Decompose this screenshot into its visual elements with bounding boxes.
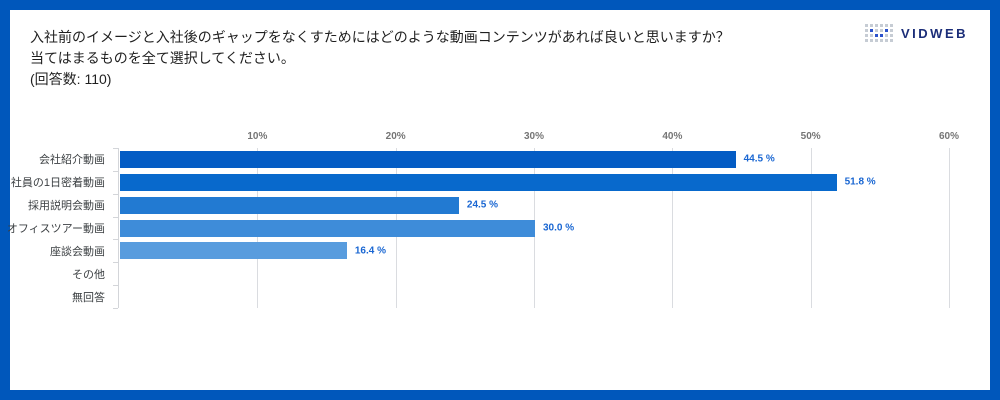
chart-row: 採用説明会動画 24.5 % — [28, 194, 949, 217]
x-tick-label: 40% — [662, 131, 683, 142]
response-count: (回答数: 110) — [30, 71, 112, 87]
category-label: 座談会動画 — [50, 245, 105, 258]
axis-tick — [113, 308, 118, 309]
gridline — [949, 148, 950, 308]
logo-dot-accent — [880, 34, 883, 37]
axis-tick — [113, 170, 118, 172]
axis-tick — [113, 239, 118, 241]
logo-dot — [890, 39, 893, 42]
x-tick-label: 50% — [800, 131, 821, 142]
logo-dot-accent — [875, 34, 878, 37]
x-tick-label: 20% — [385, 131, 406, 142]
logo-dot — [880, 39, 883, 42]
vidweb-logo: VIDWEB — [865, 24, 968, 42]
axis-tick — [113, 193, 118, 195]
chart-row: 座談会動画 16.4 % — [50, 239, 949, 262]
chart-row: 会社紹介動画 44.5 % — [39, 148, 949, 171]
logo-dot — [880, 24, 883, 27]
value-label: 44.5 % — [743, 153, 775, 165]
x-tick-label: 60% — [938, 131, 960, 142]
logo-dot — [870, 39, 873, 42]
chart-row: 社員の1日密着動画 51.8 % — [11, 171, 949, 194]
dot-matrix-v-icon — [865, 24, 893, 42]
logo-dot — [885, 34, 888, 37]
bar — [120, 196, 459, 214]
x-tick-label: 10% — [247, 131, 268, 142]
logo-dot — [865, 29, 868, 32]
x-tick-label: 30% — [523, 131, 545, 142]
value-label: 24.5 % — [466, 199, 499, 211]
category-label: 社員の1日密着動画 — [10, 177, 105, 190]
logo-dot — [870, 24, 873, 27]
logo-dot — [865, 39, 868, 42]
axis-tick — [113, 285, 118, 287]
gridline — [810, 148, 812, 308]
category-label: 採用説明会動画 — [28, 200, 105, 213]
bar — [120, 242, 347, 260]
chart-row: 無回答 — [72, 285, 949, 308]
category-label: 無回答 — [72, 291, 105, 304]
logo-dot — [875, 39, 878, 42]
logo-dot — [890, 29, 893, 32]
chart-row: オフィスツアー動画 30.0 % — [7, 217, 949, 240]
axis-tick — [113, 262, 118, 264]
plot-area: 10% 20% 30% 40% 50% 60% 会社紹介動画 44.5 % 社員の1日密着動画 5… — [7, 131, 959, 309]
logo-dot — [875, 24, 878, 27]
bar — [120, 151, 736, 168]
value-label: 30.0 % — [543, 222, 575, 234]
logo-dot — [880, 29, 883, 32]
vidweb-logo-text: VIDWEB — [901, 25, 968, 41]
axis-tick — [113, 216, 118, 218]
logo-dot — [875, 29, 878, 32]
logo-dot-accent — [870, 29, 873, 32]
report-card: 入社前のイメージと入社後のギャップをなくすためにはどのような動画コンテンツがあれ… — [7, 10, 990, 390]
logo-dot — [865, 24, 868, 27]
question-title-line1: 入社前のイメージと入社後のギャップをなくすためにはどのような動画コンテンツがあれ… — [30, 29, 730, 45]
logo-dot — [890, 24, 893, 27]
axis-tick — [113, 148, 118, 149]
category-label: その他 — [72, 268, 105, 281]
question-title: 入社前のイメージと入社後のギャップをなくすためにはどのような動画コンテンツがあれ… — [30, 27, 730, 90]
logo-dot — [890, 34, 893, 37]
logo-dot — [870, 34, 873, 37]
bar — [120, 173, 837, 191]
value-label: 16.4 % — [354, 245, 386, 257]
logo-dot — [885, 39, 888, 42]
value-label: 51.8 % — [844, 176, 876, 188]
logo-dot — [865, 34, 868, 37]
logo-dot — [885, 24, 888, 27]
question-title-line2: 当てはまるものを全て選択してください。 — [30, 50, 295, 66]
chart-row: その他 — [72, 262, 949, 285]
logo-dot-accent — [885, 29, 888, 32]
category-label: オフィスツアー動画 — [6, 222, 105, 235]
category-label: 会社紹介動画 — [39, 154, 105, 167]
gridline — [672, 148, 674, 308]
bar — [120, 219, 535, 237]
